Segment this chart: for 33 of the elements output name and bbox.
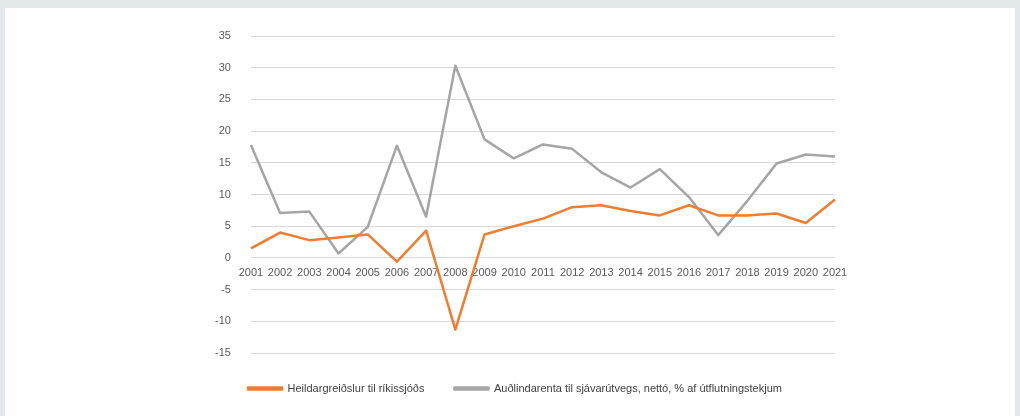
y-tick-label: 15 — [218, 155, 231, 168]
y-tick-label: -10 — [214, 314, 231, 327]
y-tick-label: -15 — [214, 346, 231, 359]
x-tick-label: 2004 — [326, 265, 351, 278]
x-tick-label: 2020 — [793, 265, 819, 278]
x-tick-label: 2012 — [559, 265, 585, 278]
x-tick-label: 2005 — [355, 265, 380, 278]
y-tick-label: 5 — [224, 219, 231, 232]
x-tick-label: 2002 — [267, 265, 293, 278]
x-tick-label: 2019 — [764, 265, 789, 278]
x-tick-label: 2016 — [676, 265, 702, 278]
y-tick-label: 10 — [218, 187, 231, 200]
x-tick-label: 2021 — [822, 265, 848, 278]
y-tick-label: -5 — [221, 282, 231, 295]
x-tick-label: 2010 — [501, 265, 526, 278]
x-tick-label: 2017 — [705, 265, 731, 278]
x-tick-label: 2011 — [531, 265, 555, 278]
legend-label: Heildargreiðslur til ríkissjóðs — [287, 381, 425, 394]
y-tick-label: 35 — [218, 29, 231, 42]
y-tick-label: 0 — [224, 250, 231, 263]
y-tick-label: 30 — [218, 60, 231, 73]
x-tick-label: 2018 — [735, 265, 760, 278]
legend-label: Auðlindarenta til sjávarútvegs, nettó, % af útflutningstekjum — [493, 381, 782, 394]
x-tick-label: 2001 — [238, 265, 264, 278]
x-tick-label: 2007 — [413, 265, 439, 278]
y-tick-label: 20 — [218, 124, 231, 137]
x-tick-label: 2003 — [297, 265, 322, 278]
x-tick-label: 2013 — [589, 265, 614, 278]
x-tick-label: 2008 — [443, 265, 468, 278]
y-tick-label: 25 — [218, 92, 231, 105]
x-tick-label: 2006 — [384, 265, 410, 278]
x-tick-label: 2015 — [647, 265, 673, 278]
x-tick-label: 2014 — [618, 265, 643, 278]
